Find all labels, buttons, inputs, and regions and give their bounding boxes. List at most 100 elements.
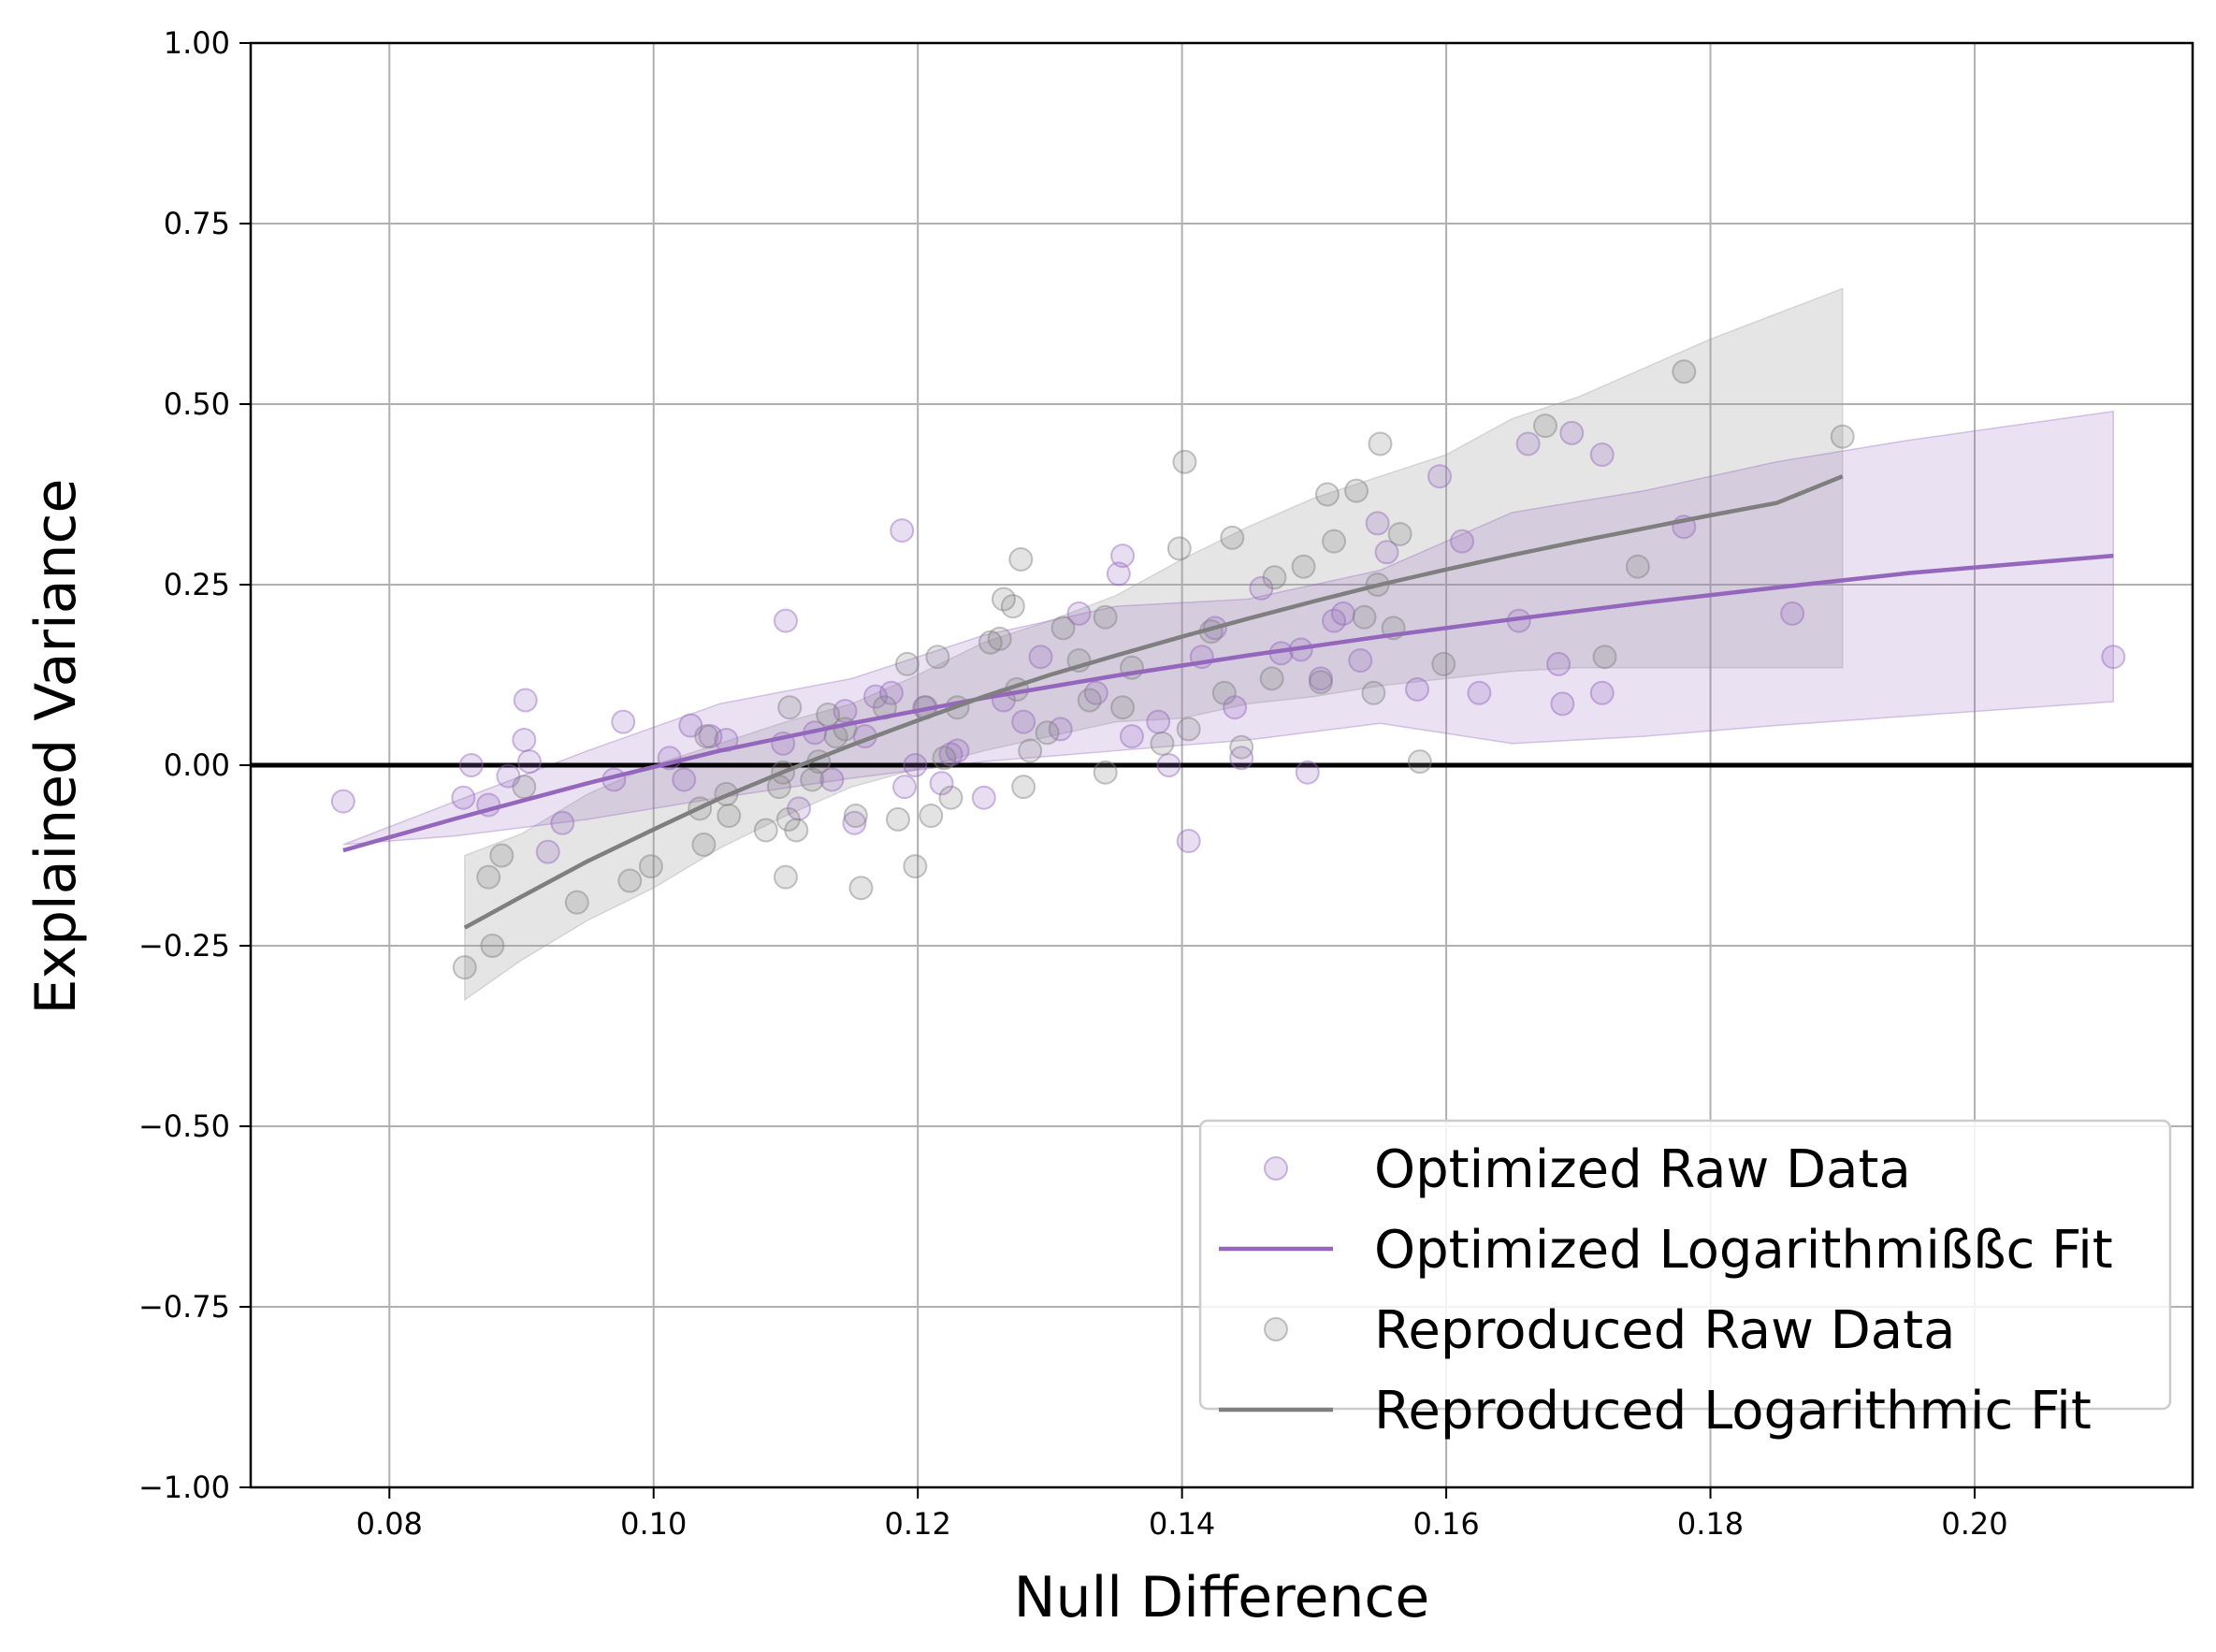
reproduced-data-point	[1314, 482, 1340, 507]
legend-marker-circle	[1264, 1317, 1288, 1341]
reproduced-data-point	[564, 890, 589, 915]
optimized-data-point	[1028, 645, 1053, 670]
optimized-data-point	[1374, 540, 1399, 565]
reproduced-data-point	[638, 854, 663, 879]
legend-label: Reproduced Raw Data	[1374, 1300, 1955, 1361]
y-tick-label: −0.25	[138, 928, 230, 964]
optimized-data-point	[890, 518, 915, 543]
optimized-data-point	[1467, 680, 1492, 705]
optimized-data-point	[1223, 695, 1248, 720]
reproduced-data-point	[843, 804, 868, 829]
optimized-data-point	[842, 810, 867, 835]
y-tick-label: 0.00	[164, 747, 230, 783]
legend: Optimized Raw Data Optimized Logarithmißß…	[1198, 1119, 2172, 1442]
optimized-data-point	[1176, 829, 1201, 854]
reproduced-data-point	[784, 818, 809, 843]
legend-label: Optimized Logarithmißßc Fit	[1374, 1220, 2113, 1281]
optimized-data-point	[672, 767, 697, 792]
reproduced-data-point	[1431, 651, 1456, 676]
optimized-data-point	[1119, 724, 1144, 749]
reproduced-data-point	[1308, 670, 1333, 695]
reproduced-data-point	[1625, 554, 1650, 579]
reproduced-data-point	[480, 934, 505, 958]
reproduced-data-point	[476, 864, 501, 890]
optimized-data-point	[1322, 608, 1347, 633]
reproduced-data-point	[1592, 645, 1617, 670]
optimized-data-point	[451, 785, 476, 810]
y-tick-label: 0.75	[164, 206, 230, 241]
x-tick-label: 0.10	[620, 1506, 687, 1542]
optimized-data-point	[458, 753, 484, 777]
optimized-data-point	[1589, 442, 1615, 468]
optimized-data-point	[512, 727, 537, 752]
optimized-data-point	[1066, 601, 1092, 626]
x-axis-title: Null Difference	[1014, 1565, 1430, 1630]
y-tick-label: 0.50	[164, 386, 230, 422]
scatter-points	[330, 359, 2126, 980]
optimized-data-point	[1589, 680, 1615, 705]
optimized-data-point	[1083, 680, 1108, 705]
reproduced-data-point	[1093, 604, 1118, 630]
optimized-data-point	[971, 785, 996, 810]
reproduced-data-point	[691, 832, 717, 857]
optimized-data-point	[1295, 760, 1320, 785]
optimized-data-point	[1365, 511, 1390, 536]
optimized-data-point	[938, 742, 963, 767]
optimized-data-point	[1156, 753, 1181, 777]
optimized-data-point	[1110, 543, 1136, 569]
reproduced-data-point	[1259, 666, 1284, 691]
reproduced-data-point	[1344, 478, 1369, 503]
x-tick-label: 0.20	[1941, 1506, 2007, 1542]
reproduced-data-point	[894, 651, 920, 676]
reproduced-data-point	[1361, 680, 1386, 705]
reproduced-data-point	[903, 854, 928, 879]
reproduced-data-point	[816, 702, 841, 727]
optimized-data-point	[945, 738, 970, 763]
optimized-data-point	[1780, 601, 1805, 626]
optimized-data-point	[550, 810, 575, 835]
x-tick-label: 0.12	[885, 1506, 951, 1542]
y-tick-label: 0.25	[164, 567, 230, 602]
reproduced-data-point	[717, 804, 742, 829]
reproduced-data-point	[1166, 536, 1192, 561]
reproduced-fit-line	[463, 474, 1844, 930]
reproduced-data-point	[1322, 529, 1347, 554]
optimized-data-point	[1515, 431, 1541, 456]
optimized-data-point	[1405, 676, 1430, 702]
legend-box	[1198, 1119, 2172, 1411]
optimized-data-point	[1146, 709, 1171, 734]
reproduced-data-point	[1050, 616, 1076, 641]
reproduced-data-point	[1352, 604, 1377, 630]
optimized-data-point	[787, 796, 812, 821]
reproduced-data-point	[932, 746, 957, 771]
optimized-data-point	[833, 699, 858, 724]
reproduced-data-point	[1150, 731, 1175, 756]
optimized-data-point	[516, 749, 542, 775]
reproduced-data-point	[489, 843, 514, 868]
reproduced-data-point	[452, 955, 477, 980]
reproduced-data-point	[1533, 413, 1557, 439]
optimized-data-point	[496, 763, 521, 789]
reproduced-data-point	[1672, 359, 1697, 384]
y-tick-label: −0.50	[138, 1109, 230, 1144]
reproduced-data-point	[886, 806, 910, 832]
legend-marker-circle	[1264, 1156, 1288, 1181]
x-tick-label: 0.08	[356, 1506, 423, 1542]
optimized-data-point	[513, 688, 538, 713]
reproduced-data-point	[987, 626, 1012, 651]
optimized-data-point	[611, 709, 636, 734]
legend-label: Reproduced Logarithmic Fit	[1374, 1381, 2092, 1442]
reproduced-data-point	[919, 804, 944, 829]
fit-lines	[342, 474, 2114, 930]
reproduced-data-point	[1229, 734, 1254, 760]
optimized-data-point	[2101, 645, 2126, 670]
reproduced-data-point	[925, 645, 950, 670]
reproduced-data-point	[1407, 749, 1432, 775]
optimized-data-point	[1249, 575, 1274, 601]
optimized-fit-line	[342, 553, 2114, 853]
y-tick-label: 1.00	[164, 25, 230, 61]
optimized-data-point	[773, 608, 798, 633]
optimized-data-point	[1348, 648, 1373, 674]
optimized-data-point	[903, 753, 928, 777]
optimized-data-point	[1559, 420, 1585, 445]
